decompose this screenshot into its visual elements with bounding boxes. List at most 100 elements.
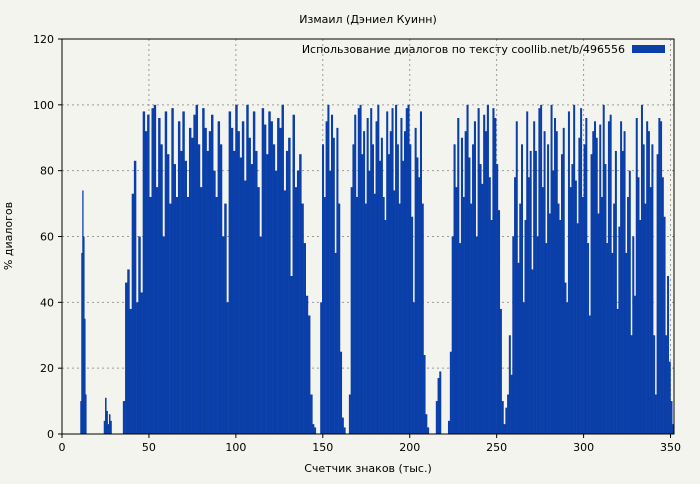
bar — [656, 154, 659, 434]
bar — [173, 164, 176, 434]
bar — [105, 397, 107, 434]
y-tick-label: 0 — [47, 428, 54, 441]
bar — [151, 108, 154, 435]
chart-title: Измаил (Дэниел Куинн) — [299, 13, 437, 26]
bar — [421, 203, 424, 434]
bar — [266, 154, 269, 434]
bar — [248, 137, 251, 434]
bar — [307, 315, 311, 434]
bar — [395, 104, 398, 434]
legend-label: Использование диалогов по тексту coollib… — [302, 43, 625, 56]
bar — [270, 121, 273, 434]
bar — [534, 150, 537, 435]
bar — [405, 108, 408, 435]
bars-layer — [80, 104, 675, 435]
bar — [180, 150, 183, 435]
bar — [354, 114, 357, 435]
bar — [380, 137, 383, 434]
bar — [571, 164, 574, 434]
bar — [228, 111, 232, 435]
bar — [462, 197, 465, 434]
bar — [668, 361, 671, 434]
bar — [125, 282, 128, 434]
bar — [366, 118, 369, 434]
bar — [609, 114, 612, 435]
bar — [138, 236, 141, 434]
bar — [464, 131, 467, 435]
bar — [169, 203, 172, 434]
bar — [447, 420, 451, 434]
bar — [414, 127, 417, 435]
bar — [241, 121, 245, 434]
bar — [147, 114, 150, 435]
bar — [529, 150, 532, 435]
bar — [359, 104, 362, 434]
bar — [628, 170, 631, 435]
bar — [497, 210, 501, 434]
bar — [193, 114, 196, 435]
bar — [416, 157, 419, 434]
bar — [153, 104, 157, 434]
bar — [263, 124, 267, 434]
bar — [177, 121, 181, 434]
bar — [158, 118, 161, 434]
x-tick-label: 150 — [312, 441, 333, 454]
bar — [334, 252, 337, 434]
bar — [396, 144, 399, 434]
bar — [285, 150, 289, 435]
bar — [166, 154, 170, 434]
bar — [475, 236, 478, 434]
bar — [142, 111, 146, 435]
y-tick-label: 100 — [33, 99, 54, 112]
bar — [512, 236, 515, 434]
y-tick-label: 20 — [40, 362, 54, 375]
bar — [106, 410, 108, 434]
bar — [649, 187, 652, 435]
bar — [607, 121, 610, 434]
bar — [658, 118, 661, 434]
bar — [294, 187, 298, 435]
bar — [370, 108, 373, 435]
bar — [623, 131, 626, 435]
bar — [122, 401, 126, 434]
bar — [578, 137, 581, 434]
bar — [514, 177, 517, 434]
axes: 0 50 100 150 200 250 300 350 0 20 40 60 80 100 120 — [33, 33, 681, 454]
bar — [85, 394, 87, 434]
bar — [634, 295, 636, 434]
legend: Использование диалогов по тексту coollib… — [302, 43, 665, 56]
bar — [387, 154, 391, 434]
bar — [164, 111, 168, 435]
bar — [391, 108, 394, 435]
bar — [515, 121, 518, 434]
bar — [521, 144, 523, 434]
bar — [224, 203, 227, 434]
bar — [613, 203, 616, 434]
bar — [606, 243, 609, 434]
bar — [290, 276, 293, 434]
bar — [384, 220, 387, 434]
bar — [149, 197, 152, 434]
bar — [127, 269, 130, 434]
bar — [352, 144, 355, 434]
x-tick-label: 50 — [142, 441, 156, 454]
bar — [314, 427, 317, 434]
bar — [103, 420, 106, 434]
bar — [437, 378, 440, 434]
bar — [398, 203, 401, 434]
bar — [627, 197, 630, 434]
bar — [517, 262, 520, 434]
bar — [329, 170, 332, 435]
bar — [457, 118, 460, 434]
bar — [435, 401, 438, 434]
bar — [296, 170, 300, 435]
bar — [259, 236, 262, 434]
bar — [305, 295, 309, 434]
bar — [336, 127, 339, 435]
bar — [644, 203, 647, 434]
bar — [479, 164, 482, 434]
bar — [501, 401, 504, 434]
bar — [547, 144, 550, 434]
x-tick-label: 250 — [486, 441, 507, 454]
